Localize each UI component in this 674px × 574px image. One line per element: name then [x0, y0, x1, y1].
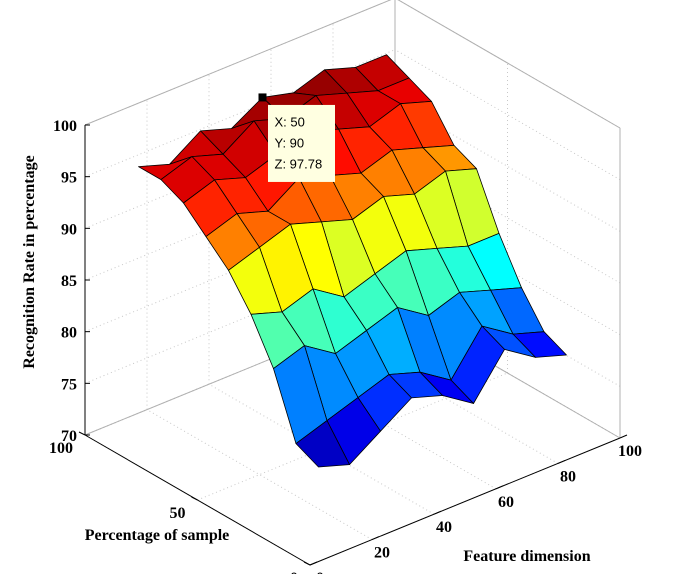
- x-tick-label: 0: [316, 570, 324, 574]
- x-tick-mark: [371, 536, 380, 541]
- x-tick-mark: [495, 485, 504, 490]
- z-axis-label: Recognition Rate in percentage: [21, 155, 38, 368]
- datatip-y: Y: 90: [275, 135, 305, 150]
- x-tick-mark: [433, 510, 442, 515]
- box-edge: [397, 0, 621, 129]
- grid-line: [146, 409, 373, 541]
- y-tick-mark: [303, 561, 311, 566]
- x-tick-label: 80: [560, 468, 576, 485]
- x-axis-line: [309, 437, 621, 566]
- x-tick-label: 100: [618, 443, 642, 460]
- surface-patch: [295, 420, 350, 468]
- surface: [138, 54, 567, 468]
- datatip-marker: [258, 93, 267, 102]
- x-tick-label: 60: [498, 494, 514, 511]
- box-edge: [84, 0, 392, 126]
- y-tick-mark: [78, 431, 86, 436]
- tick-labels: 020406080100050100707580859095100: [49, 118, 642, 574]
- x-axis-label: Feature dimension: [463, 548, 590, 565]
- y-tick-label: 50: [170, 505, 186, 522]
- datatip-z: Z: 97.78: [275, 156, 323, 171]
- x-tick-mark: [619, 434, 628, 439]
- x-tick-label: 40: [436, 519, 452, 536]
- z-tick-label: 80: [61, 325, 77, 342]
- datatip-x: X: 50: [275, 114, 305, 129]
- y-tick-mark: [191, 496, 198, 501]
- y-tick-label: 0: [290, 570, 298, 574]
- x-tick-mark: [557, 459, 566, 464]
- datatip-box: [268, 104, 335, 182]
- y-tick-label: 100: [49, 440, 73, 457]
- z-tick-label: 90: [61, 221, 77, 238]
- grid-line: [208, 383, 435, 515]
- z-tick-label: 100: [53, 118, 77, 135]
- z-tick-label: 85: [61, 273, 77, 290]
- z-tick-label: 70: [61, 428, 77, 445]
- z-tick-label: 95: [61, 170, 77, 187]
- datatip: X: 50 Y: 90 Z: 97.78: [258, 93, 335, 182]
- z-tick-label: 75: [61, 376, 77, 393]
- x-tick-label: 20: [374, 545, 390, 562]
- x-tick-mark: [309, 561, 318, 566]
- grid-line: [394, 49, 621, 181]
- y-axis-label: Percentage of sample: [85, 527, 230, 544]
